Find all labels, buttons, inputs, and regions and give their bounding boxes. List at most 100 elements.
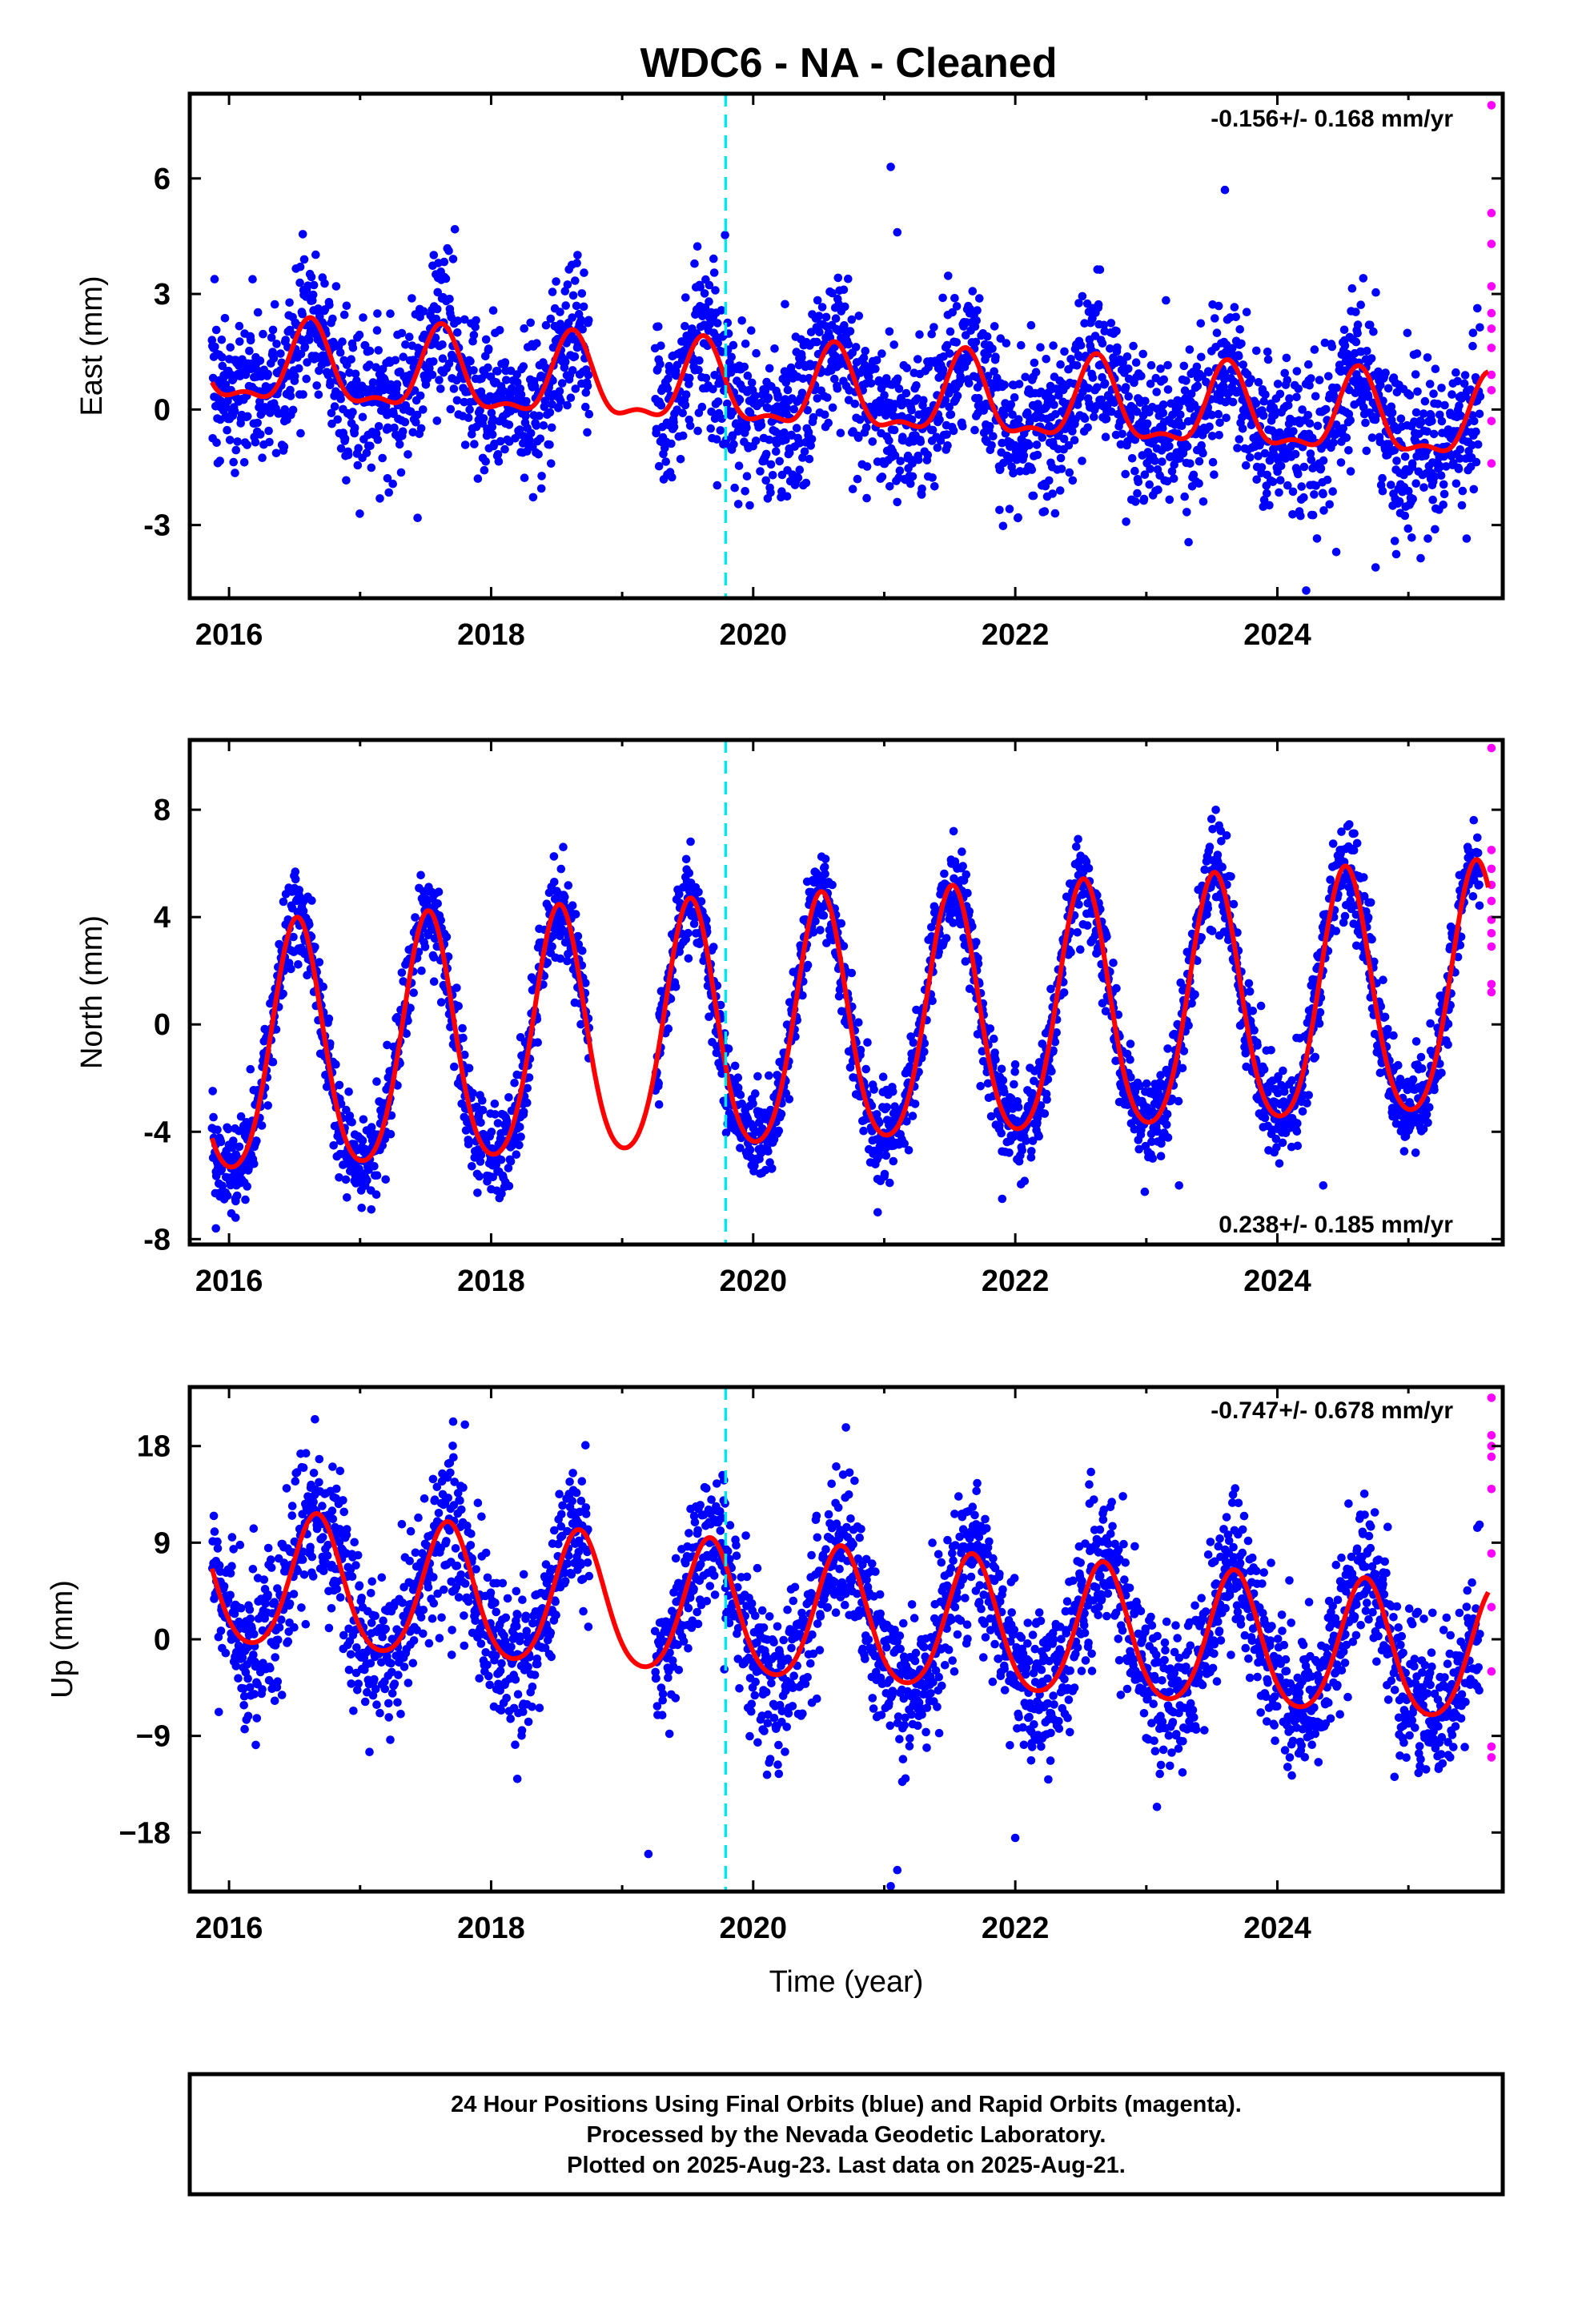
- east-final-point: [1017, 340, 1026, 350]
- north-final-point: [372, 1077, 381, 1086]
- east-final-point: [1065, 468, 1074, 477]
- east-final-point: [1186, 459, 1195, 468]
- east-final-point: [952, 302, 962, 311]
- east-final-point: [1283, 400, 1293, 410]
- east-final-point: [833, 273, 843, 283]
- east-final-point: [340, 434, 350, 444]
- east-final-point: [893, 374, 902, 384]
- east-model-fit-line: [210, 315, 1490, 453]
- east-final-point: [1177, 421, 1186, 431]
- east-final-point: [743, 371, 753, 380]
- east-final-point: [705, 297, 713, 306]
- north-final-point: [289, 932, 298, 942]
- north-final-point: [523, 1098, 532, 1108]
- east-final-point: [428, 370, 437, 380]
- east-final-point: [280, 405, 290, 414]
- east-final-point: [1416, 553, 1425, 563]
- east-final-point: [327, 408, 336, 418]
- east-final-point: [681, 293, 690, 302]
- east-final-point: [1439, 480, 1448, 489]
- east-final-point: [1026, 320, 1036, 330]
- east-final-point: [831, 314, 841, 324]
- east-final-point: [584, 409, 594, 419]
- east-final-point: [798, 374, 808, 384]
- east-final-point: [453, 316, 463, 325]
- east-final-point: [913, 355, 922, 364]
- east-final-point: [548, 287, 557, 296]
- east-final-point: [1133, 489, 1142, 498]
- east-outlier-point: [886, 163, 895, 171]
- east-final-point: [1121, 383, 1130, 392]
- north-final-point: [490, 1100, 500, 1108]
- north-final-point: [417, 966, 426, 975]
- east-final-point: [1102, 414, 1111, 424]
- east-final-point: [473, 474, 483, 483]
- north-final-point: [581, 979, 590, 987]
- east-final-point: [465, 405, 474, 414]
- east-final-point: [1430, 472, 1439, 481]
- east-final-point: [690, 259, 699, 268]
- east-final-point: [1411, 408, 1421, 417]
- east-final-point: [847, 315, 857, 324]
- north-final-point: [777, 1109, 786, 1119]
- east-final-point: [295, 364, 303, 373]
- north-final-point: [934, 947, 943, 956]
- east-final-point: [1163, 360, 1172, 370]
- north-final-point: [902, 1117, 911, 1126]
- east-final-point: [528, 493, 538, 502]
- east-x-tick-label: 2016: [195, 618, 263, 652]
- east-final-point: [727, 352, 736, 362]
- east-final-point: [419, 405, 428, 414]
- east-final-point: [721, 231, 729, 239]
- east-final-point: [874, 376, 884, 385]
- east-final-point: [1431, 364, 1440, 374]
- east-final-point: [1042, 355, 1050, 364]
- east-final-point: [851, 343, 861, 352]
- east-final-point: [938, 365, 948, 374]
- east-final-point: [989, 432, 998, 441]
- east-final-point: [1045, 421, 1054, 431]
- east-final-point: [1469, 485, 1479, 494]
- east-final-point: [717, 306, 726, 315]
- east-final-point: [1139, 494, 1149, 504]
- east-y-tick-label: -3: [143, 509, 171, 543]
- east-final-point: [336, 444, 346, 453]
- east-final-point: [1145, 480, 1154, 489]
- north-final-point: [684, 928, 693, 938]
- east-final-point: [713, 397, 723, 406]
- east-final-point: [1124, 364, 1133, 373]
- east-final-point: [1068, 427, 1077, 436]
- north-final-point: [828, 880, 837, 890]
- east-final-point: [1162, 476, 1172, 486]
- east-final-point: [453, 328, 462, 337]
- east-final-point: [664, 374, 673, 384]
- east-final-point: [1068, 476, 1078, 485]
- east-final-point: [1050, 509, 1060, 518]
- north-final-point: [875, 1151, 885, 1160]
- east-final-point: [1359, 403, 1368, 412]
- east-final-point: [1407, 533, 1416, 542]
- north-final-point: [878, 1072, 888, 1081]
- east-final-point: [373, 309, 382, 318]
- east-final-point: [661, 457, 670, 466]
- east-final-point: [729, 340, 738, 350]
- east-final-point: [413, 513, 422, 522]
- east-final-point: [1060, 347, 1069, 356]
- north-final-point: [533, 1038, 542, 1047]
- east-final-point: [830, 374, 839, 384]
- north-final-point: [299, 907, 308, 915]
- east-final-point: [1472, 457, 1481, 467]
- east-final-point: [777, 487, 786, 496]
- east-final-point: [806, 441, 815, 450]
- east-final-point: [1094, 300, 1103, 309]
- north-final-point: [229, 1136, 238, 1145]
- east-final-point: [946, 410, 956, 419]
- north-final-point: [1010, 1080, 1018, 1089]
- east-final-point: [1427, 416, 1436, 426]
- east-final-point: [1192, 362, 1202, 372]
- east-final-point: [1027, 465, 1037, 474]
- east-final-point: [1012, 455, 1022, 464]
- east-final-point: [1294, 469, 1303, 479]
- east-final-point: [1049, 341, 1058, 350]
